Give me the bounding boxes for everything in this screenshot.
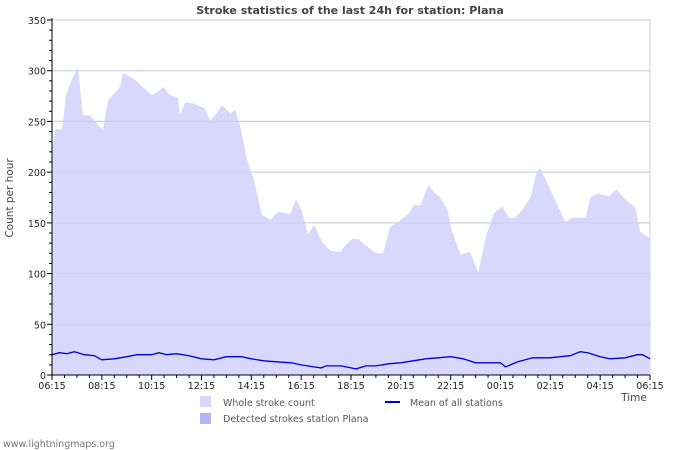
x-tick-label: 16:15 — [287, 381, 314, 392]
x-tick-label: 12:15 — [188, 381, 215, 392]
x-tick-label: 14:15 — [238, 381, 265, 392]
plot-area — [51, 19, 651, 375]
chart-title: Stroke statistics of the last 24h for st… — [196, 4, 504, 17]
x-tick-label: 04:15 — [586, 381, 613, 392]
legend-label-whole: Whole stroke count — [223, 398, 315, 409]
area-whole-stroke-count — [52, 67, 650, 375]
x-tick-label: 06:15 — [636, 381, 663, 392]
x-tick-label: 00:15 — [487, 381, 514, 392]
y-tick-label: 250 — [28, 117, 46, 128]
line-mean-of-all-stations — [51, 351, 651, 370]
y-tick-label: 350 — [28, 16, 46, 27]
x-tick-label: 20:15 — [387, 381, 414, 392]
legend-swatch-detected — [200, 413, 211, 424]
y-tick-label: 50 — [34, 320, 46, 331]
legend-swatch-whole — [200, 396, 211, 407]
legend-label-detected: Detected strokes station Plana — [223, 414, 368, 425]
legend: Whole stroke count Detected strokes stat… — [200, 396, 503, 425]
axes: 0 50 100 150 200 250 300 350 06:15 08:15 10:15 12:1… — [28, 16, 664, 392]
x-tick-label: 02:15 — [537, 381, 564, 392]
x-tick-label: 10:15 — [138, 381, 165, 392]
x-axis-label: Time — [620, 392, 647, 404]
y-tick-label: 100 — [28, 270, 46, 281]
x-tick-label: 18:15 — [337, 381, 364, 392]
y-axis-label: Count per hour — [4, 158, 16, 238]
legend-label-mean: Mean of all stations — [410, 398, 503, 409]
y-tick-label: 300 — [28, 67, 46, 78]
y-tick-label: 150 — [28, 219, 46, 230]
y-tick-label: 0 — [40, 371, 46, 382]
x-tick-label: 22:15 — [437, 381, 464, 392]
x-tick-label: 06:15 — [38, 381, 65, 392]
footer-link[interactable]: www.lightningmaps.org — [3, 439, 115, 450]
x-tick-label: 08:15 — [88, 381, 115, 392]
y-tick-label: 200 — [28, 168, 46, 179]
